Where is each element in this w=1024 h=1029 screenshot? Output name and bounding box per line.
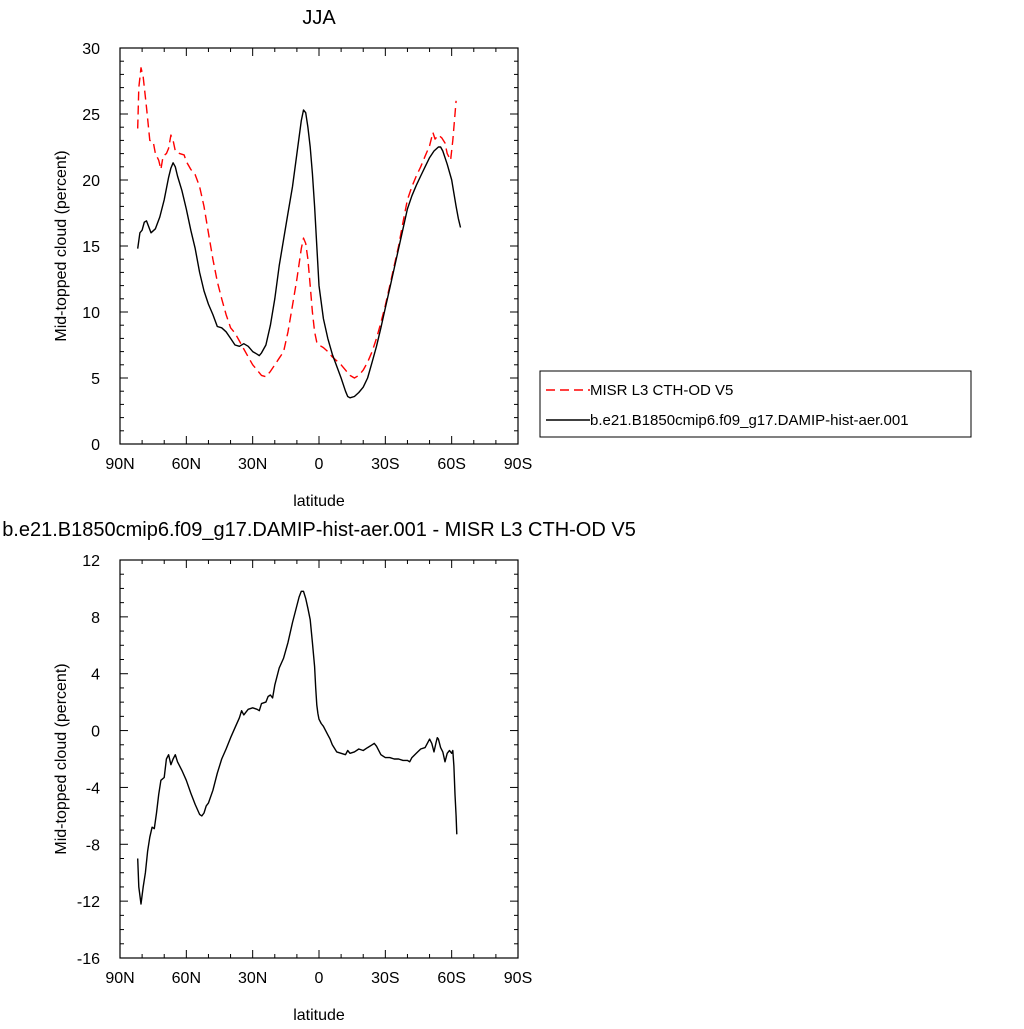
y-tick-label: 12 <box>82 553 100 570</box>
chart-panel-1: JJA 90N 60N 30N 0 30S 60S 90S 0 5 10 15 20 25 30 latitu… <box>53 7 972 510</box>
x-tick-label: 90S <box>504 970 532 987</box>
y-tick-label: 8 <box>91 610 100 627</box>
x-tick-label: 90N <box>105 456 134 473</box>
x-tick-label: 0 <box>315 456 324 473</box>
x-axis-label: latitude <box>293 493 345 510</box>
legend-label-2: b.e21.B1850cmip6.f09_g17.DAMIP-hist-aer.… <box>590 412 909 429</box>
x-tick-label: 30N <box>238 456 267 473</box>
y-tick-label: 10 <box>82 305 100 322</box>
y-tick-label: 15 <box>82 239 100 256</box>
y-tick-label: 25 <box>82 107 100 124</box>
y-axis-label: Mid-topped cloud (percent) <box>53 150 70 341</box>
x-axis-label: latitude <box>293 1007 345 1024</box>
legend-box <box>539 370 972 438</box>
plot-frame <box>119 47 519 445</box>
y-tick-label: 4 <box>91 667 100 684</box>
chart-title: JJA <box>302 7 336 29</box>
x-tick-label: 60N <box>172 970 201 987</box>
x-tick-label: 90N <box>105 970 134 987</box>
y-tick-label: -16 <box>77 951 100 968</box>
y-tick-label: -4 <box>86 780 100 797</box>
x-tick-label: 30N <box>238 970 267 987</box>
series-line-1 <box>137 67 457 379</box>
x-tick-label: 60N <box>172 456 201 473</box>
y-tick-label: -8 <box>86 837 100 854</box>
chart-panel-2: b.e21.B1850cmip6.f09_g17.DAMIP-hist-aer.… <box>2 519 636 1024</box>
y-tick-label: 20 <box>82 173 100 190</box>
x-tick-label: 30S <box>371 970 399 987</box>
chart-title: b.e21.B1850cmip6.f09_g17.DAMIP-hist-aer.… <box>2 519 636 541</box>
y-tick-label: 0 <box>91 724 100 741</box>
x-tick-label: 60S <box>437 456 465 473</box>
y-tick-label: -12 <box>77 894 100 911</box>
y-tick-label: 0 <box>91 437 100 454</box>
x-tick-label: 90S <box>504 456 532 473</box>
series-line-2 <box>137 109 462 399</box>
x-tick-label: 60S <box>437 970 465 987</box>
legend-label-1: MISR L3 CTH-OD V5 <box>590 382 733 399</box>
x-tick-label: 0 <box>315 970 324 987</box>
y-tick-label: 5 <box>91 371 100 388</box>
plot-frame <box>119 559 519 959</box>
series-line-1 <box>137 590 458 905</box>
legend: MISR L3 CTH-OD V5 b.e21.B1850cmip6.f09_g1… <box>539 370 972 438</box>
y-axis-label: Mid-topped cloud (percent) <box>53 663 70 854</box>
x-tick-label: 30S <box>371 456 399 473</box>
y-tick-label: 30 <box>82 41 100 58</box>
